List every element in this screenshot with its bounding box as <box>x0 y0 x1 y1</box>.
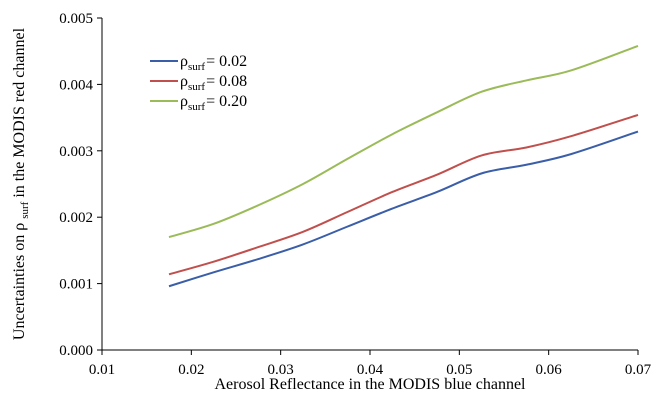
y-tick-label: 0.003 <box>59 144 93 160</box>
y-tick-label: 0.000 <box>59 343 93 359</box>
series-line-0-20 <box>168 44 639 239</box>
axes: 0.000 0.001 0.002 0.003 0.004 0.005 0.01 0.02 0.… <box>59 11 651 378</box>
y-tick-label: 0.005 <box>59 11 93 27</box>
series-layer <box>168 44 639 288</box>
y-axis-label: Uncertainties on ρ surf in the MODIS red… <box>11 27 32 340</box>
x-tick-label: 0.02 <box>178 362 204 378</box>
x-tick-label: 0.06 <box>536 362 563 378</box>
y-axis-label-subscript: surf <box>19 201 31 218</box>
y-tick-label: 0.001 <box>59 277 93 293</box>
x-tick-label: 0.03 <box>268 362 294 378</box>
x-tick-label: 0.07 <box>625 362 652 378</box>
x-tick-label: 0.01 <box>89 362 115 378</box>
x-axis-label: Aerosol Reflectance in the MODIS blue ch… <box>214 376 526 393</box>
legend-label: ρsurf= 0.20 <box>180 93 247 113</box>
y-axis-label-suffix: in the MODIS red channel <box>11 27 28 197</box>
series-line-0-08 <box>168 113 639 276</box>
y-axis-label-prefix: Uncertainties on ρ <box>11 223 28 340</box>
legend-label: ρsurf= 0.08 <box>180 73 247 93</box>
x-tick-label: 0.05 <box>446 362 472 378</box>
series-line-0-02 <box>168 130 639 288</box>
y-tick-label: 0.002 <box>59 210 93 226</box>
legend-label: ρsurf= 0.02 <box>180 53 247 73</box>
x-tick-label: 0.04 <box>357 362 384 378</box>
y-tick-label: 0.004 <box>59 77 93 93</box>
